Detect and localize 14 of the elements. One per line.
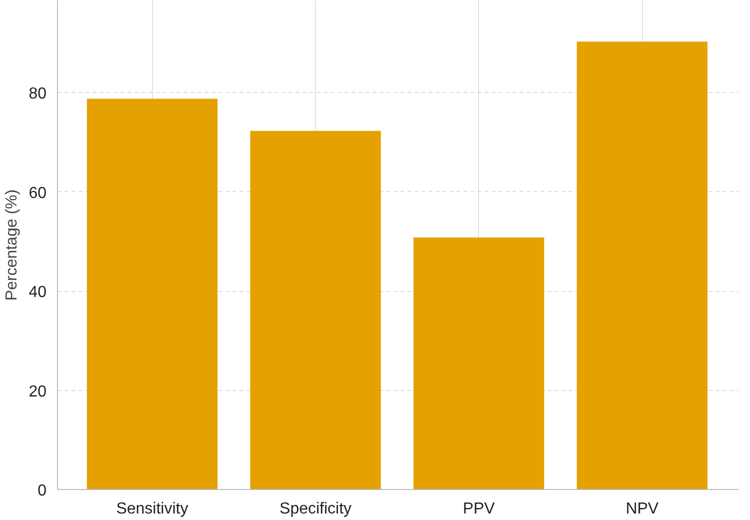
y-tick-label: 40 [28, 284, 47, 302]
y-tick-label: 20 [28, 383, 47, 400]
x-tick-label: NPV [626, 500, 659, 518]
x-tick-label: Sensitivity [116, 500, 188, 518]
y-tick-label: 60 [28, 184, 47, 202]
x-tick-label: PPV [462, 500, 496, 518]
x-tick-label: Specificity [280, 500, 352, 518]
y-axis-title: Percentage (%) [4, 189, 21, 301]
y-tick-label: 80 [28, 86, 47, 103]
bar [86, 98, 218, 490]
bar [250, 130, 381, 490]
bar [576, 42, 708, 490]
y-tick-label: 0 [38, 482, 47, 500]
bar [414, 238, 544, 490]
